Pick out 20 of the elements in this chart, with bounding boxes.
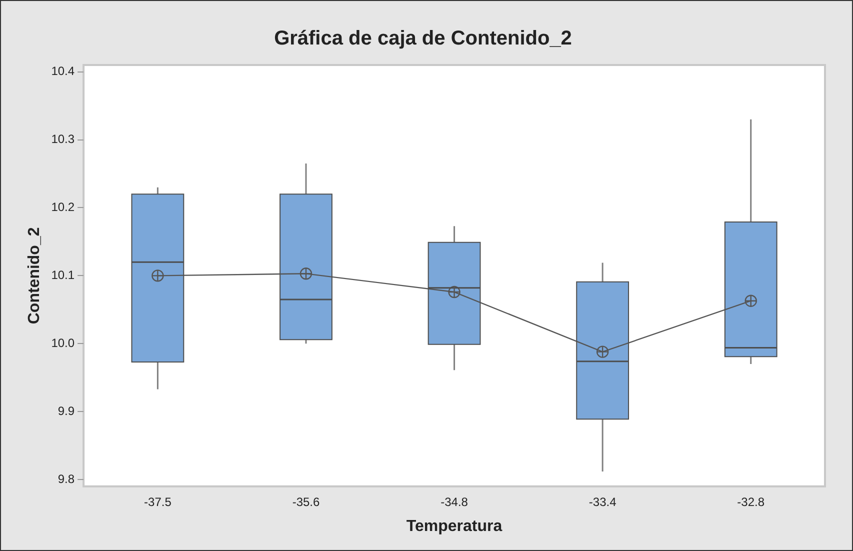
y-tick-label: 9.8 <box>58 472 75 486</box>
point <box>596 346 609 358</box>
point <box>448 286 460 298</box>
x-tick-label: -33.4 <box>588 494 617 509</box>
y-tick-label: 10.4 <box>51 64 75 78</box>
x-tick-label: -37.5 <box>144 494 172 509</box>
point <box>300 268 312 280</box>
chart-title: Gráfica de caja de Contenido_2 <box>274 28 572 50</box>
y-tick-label: 10.2 <box>51 200 75 214</box>
point <box>744 294 757 307</box>
y-tick-label: 10.3 <box>51 132 75 146</box>
x-tick-label: -35.6 <box>292 494 320 509</box>
y-tick-label: 10.1 <box>51 268 75 282</box>
x-axis-title: Temperatura <box>406 518 502 535</box>
x-tick-label: -32.8 <box>737 494 765 509</box>
point <box>152 270 164 282</box>
y-tick-label: 9.9 <box>58 404 75 418</box>
x-tick-label: -34.8 <box>440 494 468 509</box>
y-tick-label: 10.0 <box>51 336 75 350</box>
y-axis-title: Contenido_2 <box>26 227 44 324</box>
